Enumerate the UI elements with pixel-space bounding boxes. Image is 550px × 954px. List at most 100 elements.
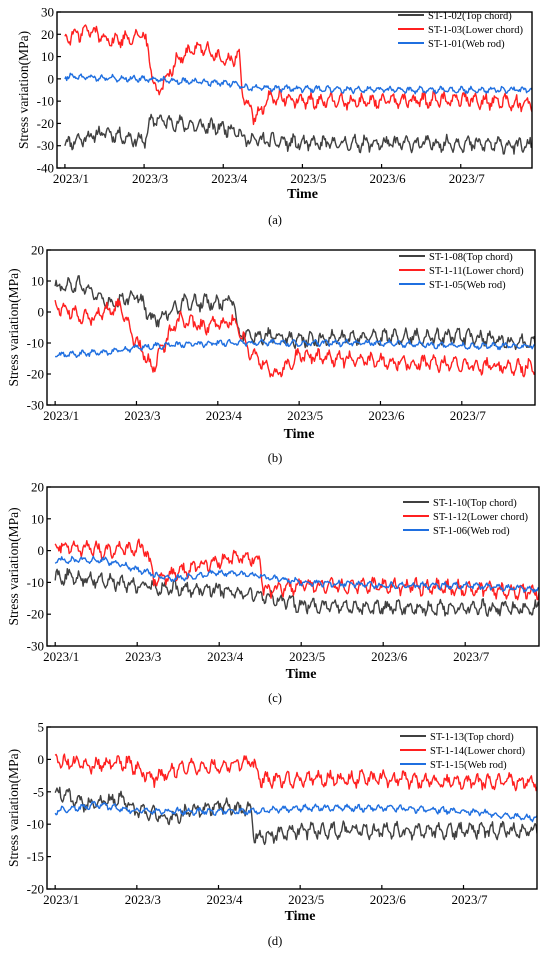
y-tick-label: 20: [31, 243, 44, 258]
legend-entry: ST-1-05(Web rod): [429, 280, 506, 291]
series-line-3: [54, 555, 539, 593]
panel-label: (c): [268, 691, 282, 705]
legend-entry: ST-1-12(Lower chord): [433, 512, 528, 523]
x-tick-label: 2023/6: [370, 892, 407, 907]
legend-entry: ST-1-14(Lower chord): [430, 746, 525, 757]
x-axis-title: Time: [287, 187, 318, 202]
panel-label: (b): [268, 451, 283, 465]
plot-frame: [46, 726, 538, 890]
x-tick-label: 2023/1: [53, 171, 89, 186]
y-tick-label: 20: [31, 480, 44, 495]
plot-frame: [46, 486, 540, 647]
y-tick-label: -20: [37, 116, 54, 131]
x-tick-label: 2023/1: [43, 649, 79, 664]
y-tick-label: -20: [27, 882, 44, 897]
series-line-3: [54, 800, 537, 823]
y-tick-label: 10: [31, 511, 44, 526]
legend-entry: ST-1-08(Top chord): [429, 252, 513, 263]
y-tick-label: 0: [48, 71, 55, 86]
y-tick-label: 5: [38, 720, 45, 735]
x-tick-label: 2023/1: [43, 892, 79, 907]
x-axis-title: Time: [286, 667, 317, 682]
x-tick-label: 2023/5: [287, 408, 323, 423]
y-axis-title: Stress variation(MPa): [6, 749, 21, 867]
legend: ST-1-02(Top chord) ST-1-03(Lower chord) ST…: [398, 11, 523, 50]
series-lines: [54, 275, 535, 378]
y-tick-label: -5: [33, 784, 44, 799]
legend-entry: ST-1-03(Lower chord): [428, 25, 523, 36]
legend-entry: ST-1-11(Lower chord): [429, 266, 524, 277]
legend: ST-1-08(Top chord) ST-1-11(Lower chord) ST…: [399, 252, 524, 291]
legend-entry: ST-1-02(Top chord): [428, 11, 512, 22]
x-tick-label: 2023/6: [371, 649, 408, 664]
x-tick-label: 2023/1: [43, 408, 79, 423]
series-line-1: [54, 568, 539, 617]
series-lines: [54, 538, 539, 617]
series-line-3: [64, 72, 532, 95]
x-tick-label: 2023/4: [206, 892, 243, 907]
chart-panel-4: -20 -15 -10 -5 0 5 2023/1 2023/3 2023/4 2023/5 202…: [6, 720, 538, 948]
y-tick-label: 10: [31, 274, 44, 289]
x-tick-label: 2023/4: [211, 171, 248, 186]
series-line-2: [54, 753, 537, 792]
x-tick-label: 2023/6: [368, 408, 405, 423]
series-line-2: [54, 298, 535, 378]
series-line-1: [54, 275, 535, 351]
y-tick-label: -40: [37, 161, 54, 176]
y-tick-label: -30: [27, 639, 44, 654]
y-tick-label: 0: [38, 752, 45, 767]
plot-frame: [56, 11, 533, 169]
x-tick-label: 2023/6: [370, 171, 407, 186]
x-tick-label: 2023/7: [449, 171, 486, 186]
legend-entry: ST-1-01(Web rod): [428, 39, 505, 50]
panel-label: (a): [268, 213, 282, 227]
x-tick-label: 2023/7: [453, 649, 490, 664]
y-tick-label: 0: [38, 305, 45, 320]
series-line-1: [64, 113, 532, 155]
legend-entry: ST-1-06(Web rod): [433, 526, 510, 537]
x-tick-label: 2023/5: [290, 171, 326, 186]
y-tick-label: 10: [41, 49, 54, 64]
y-tick-label: 20: [41, 27, 54, 42]
y-tick-label: -10: [27, 817, 44, 832]
x-tick-label: 2023/3: [124, 408, 160, 423]
y-axis-title: Stress variation(MPa): [16, 31, 31, 149]
y-tick-label: -20: [27, 607, 44, 622]
y-tick-label: 0: [38, 543, 45, 558]
y-tick-label: -30: [27, 398, 44, 413]
x-tick-label: 2023/7: [451, 892, 488, 907]
x-axis-title: Time: [285, 909, 316, 924]
x-axis-title: Time: [284, 427, 315, 442]
y-tick-label: -10: [27, 575, 44, 590]
x-tick-label: 2023/4: [206, 408, 243, 423]
chart-panel-2: -30 -20 -10 0 10 20 2023/1 2023/3 2023/4 2023/5 20…: [6, 243, 536, 465]
series-line-1: [54, 786, 537, 846]
y-tick-label: -10: [37, 94, 54, 109]
y-axis-title: Stress variation(MPa): [6, 268, 21, 386]
legend: ST-1-10(Top chord) ST-1-12(Lower chord) ST…: [403, 498, 528, 537]
legend-entry: ST-1-10(Top chord): [433, 498, 517, 509]
x-tick-label: 2023/4: [207, 649, 244, 664]
panel-label: (d): [268, 934, 283, 948]
y-tick-label: -10: [27, 336, 44, 351]
plot-frame: [46, 249, 536, 406]
legend-entry: ST-1-15(Web rod): [430, 760, 507, 771]
y-tick-label: -15: [27, 849, 44, 864]
x-tick-label: 2023/5: [288, 892, 324, 907]
series-line-3: [54, 338, 535, 358]
x-tick-label: 2023/3: [132, 171, 168, 186]
y-tick-label: 30: [41, 5, 54, 20]
x-tick-label: 2023/5: [289, 649, 325, 664]
series-lines: [54, 753, 537, 846]
y-tick-label: -30: [37, 138, 54, 153]
series-line-2: [54, 538, 539, 601]
x-tick-label: 2023/7: [450, 408, 487, 423]
chart-panel-3: -30 -20 -10 0 10 20 2023/1 2023/3 2023/4 2023/5 20…: [6, 480, 540, 705]
legend-entry: ST-1-13(Top chord): [430, 732, 514, 743]
y-tick-label: -20: [27, 367, 44, 382]
x-tick-label: 2023/3: [125, 892, 161, 907]
chart-panel-1: -40 -30 -20 -10 0 10 20 30 2023/1 2023/3 2023/4 202…: [16, 5, 533, 227]
series-line-2: [64, 24, 532, 126]
y-axis-title: Stress variation(MPa): [6, 507, 21, 625]
series-lines: [64, 24, 532, 155]
